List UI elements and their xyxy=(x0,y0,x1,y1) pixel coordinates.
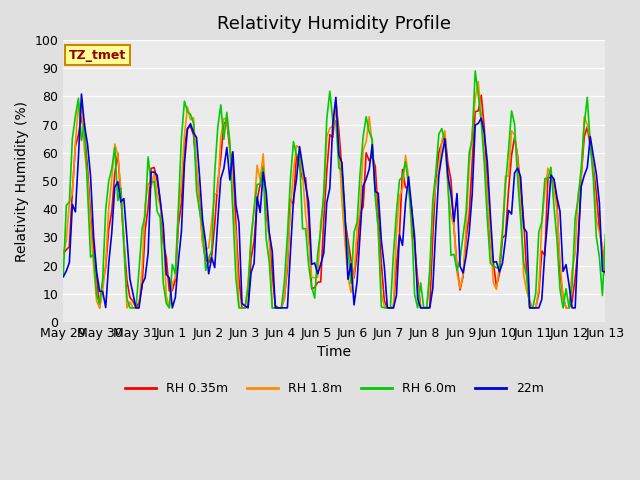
22m xyxy=(271,305,279,311)
Line: RH 1.8m: RH 1.8m xyxy=(63,82,605,308)
X-axis label: Time: Time xyxy=(317,346,351,360)
Title: Relativity Humidity Profile: Relativity Humidity Profile xyxy=(218,15,451,33)
RH 1.8m xyxy=(268,305,276,311)
RH 1.8m xyxy=(96,305,104,311)
RH 0.35m xyxy=(477,92,485,98)
RH 0.35m xyxy=(60,251,67,256)
22m xyxy=(602,269,609,275)
22m xyxy=(60,274,67,280)
RH 6.0m xyxy=(68,136,76,142)
Legend: RH 0.35m, RH 1.8m, RH 6.0m, 22m: RH 0.35m, RH 1.8m, RH 6.0m, 22m xyxy=(120,377,549,400)
22m xyxy=(77,91,85,97)
RH 1.8m xyxy=(126,299,134,305)
Y-axis label: Relativity Humidity (%): Relativity Humidity (%) xyxy=(15,100,29,262)
RH 6.0m xyxy=(602,231,609,237)
RH 6.0m xyxy=(126,305,134,311)
RH 6.0m xyxy=(472,68,479,74)
RH 1.8m xyxy=(60,251,67,256)
RH 0.35m xyxy=(268,271,276,277)
RH 0.35m xyxy=(68,188,76,194)
RH 1.8m xyxy=(602,268,609,274)
RH 6.0m xyxy=(123,296,131,301)
22m xyxy=(177,229,185,235)
RH 6.0m xyxy=(547,165,555,170)
22m xyxy=(68,202,76,207)
RH 1.8m xyxy=(474,79,482,84)
22m xyxy=(589,153,597,159)
RH 1.8m xyxy=(68,190,76,195)
RH 6.0m xyxy=(175,205,182,211)
RH 1.8m xyxy=(589,168,597,174)
Text: TZ_tmet: TZ_tmet xyxy=(68,48,126,61)
RH 0.35m xyxy=(175,222,182,228)
RH 0.35m xyxy=(96,305,104,311)
RH 0.35m xyxy=(589,164,597,169)
Line: 22m: 22m xyxy=(63,94,605,308)
22m xyxy=(132,305,140,311)
22m xyxy=(547,172,555,178)
RH 0.35m xyxy=(126,295,134,300)
RH 0.35m xyxy=(547,175,555,181)
RH 1.8m xyxy=(547,172,555,178)
RH 1.8m xyxy=(175,209,182,215)
RH 0.35m xyxy=(602,272,609,277)
22m xyxy=(126,276,134,282)
Line: RH 0.35m: RH 0.35m xyxy=(63,95,605,308)
Line: RH 6.0m: RH 6.0m xyxy=(63,71,605,308)
RH 6.0m xyxy=(60,273,67,279)
RH 6.0m xyxy=(268,305,276,311)
RH 6.0m xyxy=(589,176,597,181)
